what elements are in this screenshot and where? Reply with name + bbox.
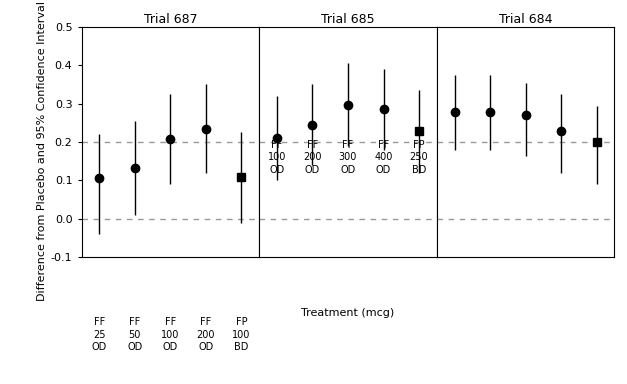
- Title: Trial 685: Trial 685: [321, 13, 375, 26]
- Text: FF
200
OD: FF 200 OD: [303, 140, 322, 174]
- Text: FF
400
OD: FF 400 OD: [374, 140, 393, 174]
- Text: FF
100
OD: FF 100 OD: [268, 140, 286, 174]
- Title: Trial 684: Trial 684: [499, 13, 552, 26]
- Y-axis label: Difference from Placebo and 95% Confidence Interval (L): Difference from Placebo and 95% Confiden…: [37, 0, 46, 301]
- Text: FF
300
OD: FF 300 OD: [339, 140, 357, 174]
- Text: FF
100
OD: FF 100 OD: [161, 317, 179, 352]
- Text: Treatment (mcg): Treatment (mcg): [302, 308, 394, 318]
- Text: FF
25
OD: FF 25 OD: [92, 317, 107, 352]
- Title: Trial 687: Trial 687: [144, 13, 197, 26]
- Text: FF
50
OD: FF 50 OD: [127, 317, 142, 352]
- Text: FP
250
BD: FP 250 BD: [409, 140, 428, 174]
- Text: FF
200
OD: FF 200 OD: [197, 317, 215, 352]
- Text: FP
100
BD: FP 100 BD: [232, 317, 251, 352]
